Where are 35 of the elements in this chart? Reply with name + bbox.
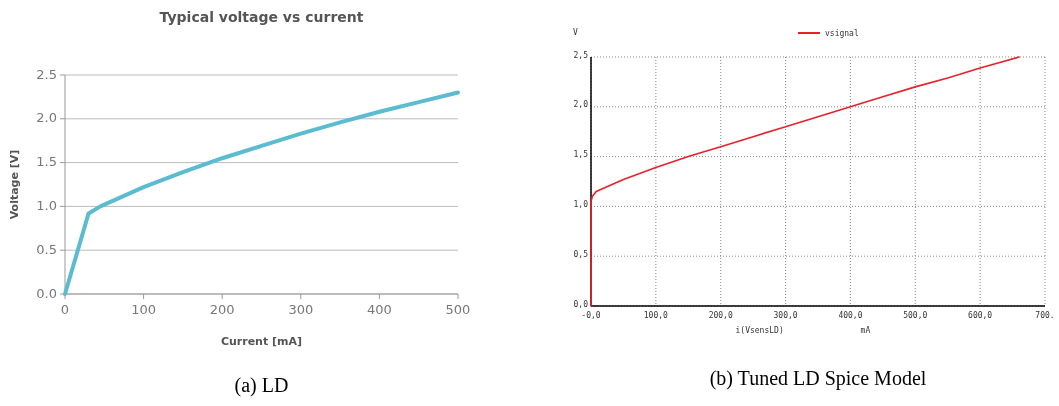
legend-label: vsignal: [825, 29, 859, 38]
y-axis-title: Voltage [V]: [8, 149, 21, 220]
y-tick-label: 1,0: [573, 199, 589, 209]
x-tick-label: 500,0: [903, 311, 928, 320]
x-axis-title: i(VsensLD): [735, 326, 784, 335]
x-tick-label: 600,0: [968, 311, 993, 320]
x-tick-label: 400,0: [838, 311, 863, 320]
text: mA: [860, 326, 871, 335]
chart-title: Typical voltage vs current: [159, 9, 364, 25]
x-tick-label: 700.: [1035, 311, 1055, 320]
y-tick-label: 1.0: [36, 197, 57, 213]
x-axis-title: Current [mA]: [220, 335, 303, 348]
x-tick-label: 500: [445, 302, 471, 317]
x-tick-label: 300,0: [773, 311, 798, 320]
y-tick-label: 0,5: [573, 249, 589, 259]
y-tick-label: 1.5: [36, 154, 57, 170]
x-tick-label: 100,0: [643, 311, 669, 320]
y-tick-label: 1,5: [573, 150, 589, 160]
x-tick-label: -0,0: [581, 311, 601, 320]
text: (a) LD: [234, 374, 289, 397]
y-tick-label: 2,0: [573, 100, 589, 110]
y-tick-label: 2.0: [36, 110, 57, 126]
x-tick-label: 200,0: [708, 311, 733, 320]
y-tick-label: 2,5: [573, 50, 589, 60]
text: (b) Tuned LD Spice Model: [709, 367, 927, 390]
y-axis-title: V: [573, 28, 578, 37]
x-tick-label: 400: [366, 302, 392, 317]
x-tick-label: 0: [60, 302, 70, 317]
x-tick-label: 100: [131, 302, 157, 317]
y-tick-label: 0.0: [36, 285, 57, 301]
y-tick-label: 2.5: [36, 66, 57, 82]
y-tick-label: 0.5: [36, 241, 57, 257]
x-tick-label: 200: [209, 302, 235, 317]
y-tick-label: 0,0: [573, 299, 589, 309]
x-tick-label: 300: [288, 302, 314, 317]
